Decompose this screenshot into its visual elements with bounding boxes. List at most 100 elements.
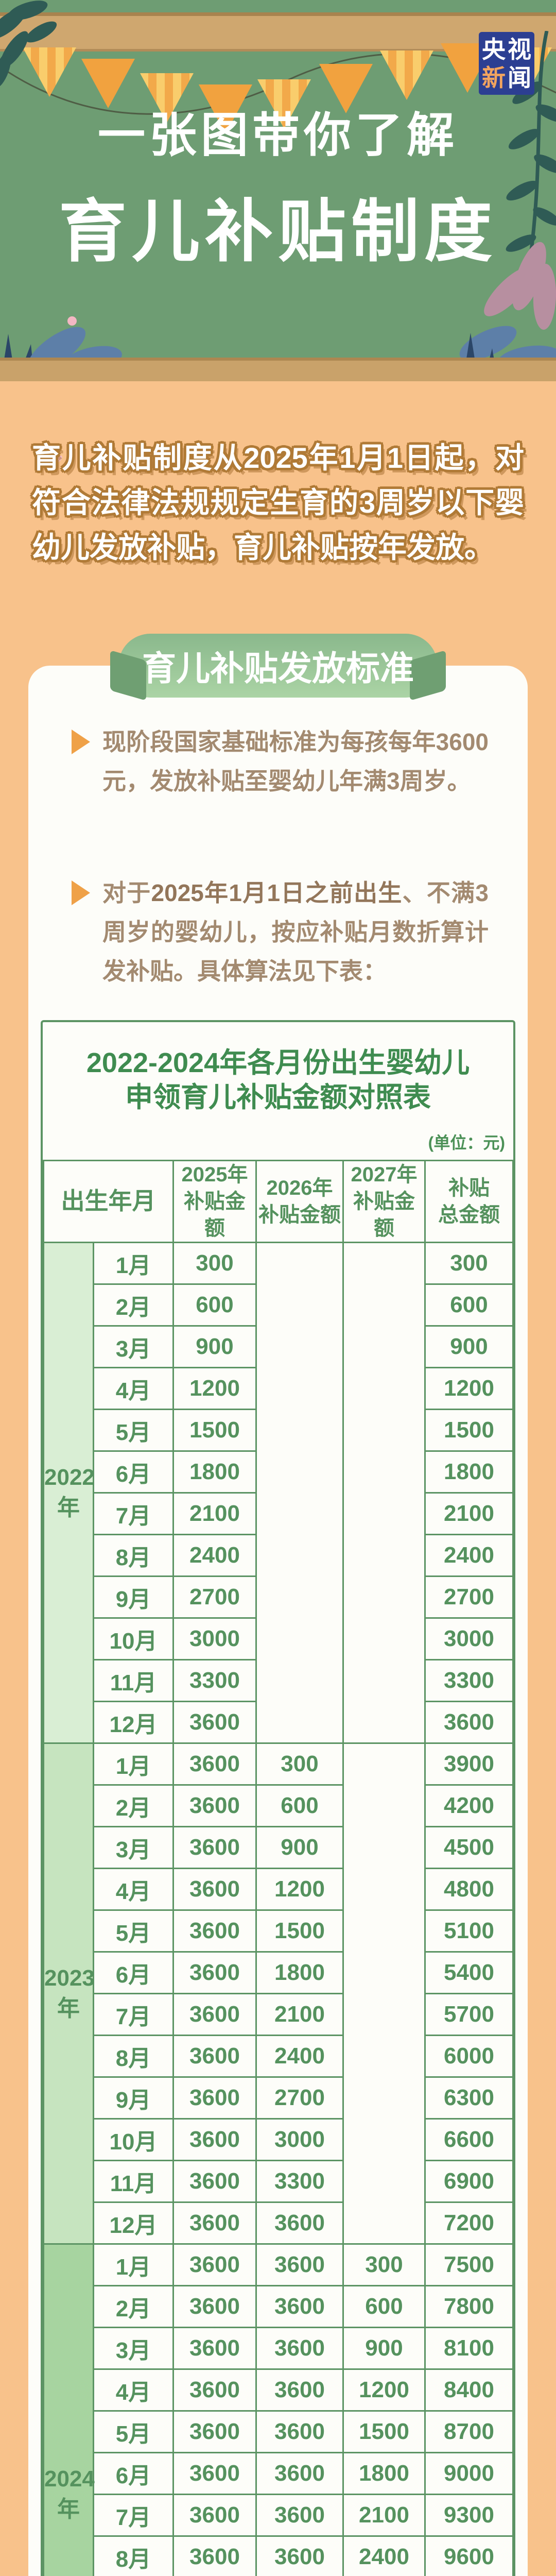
arrow-marker-icon: [72, 730, 90, 754]
total-cell: 8700: [424, 2410, 514, 2453]
table-row: 4月 3600 1200 4800: [44, 1867, 514, 1911]
total-cell: 3900: [424, 1742, 514, 1786]
subsidy-table: 出生年月 2025年 补贴金额 2026年 补贴金额 2027年 补贴金额 补贴…: [43, 1159, 514, 2576]
total-cell: 5100: [424, 1909, 514, 1953]
amount-cell: 600: [342, 2284, 426, 2328]
bullet-text-prefix: 对于: [102, 879, 151, 906]
amount-cell: 3600: [172, 1867, 257, 1911]
month-cell: 4月: [93, 1867, 174, 1911]
total-cell: 6300: [424, 2076, 514, 2120]
total-cell: 6900: [424, 2159, 514, 2203]
amount-cell: 2100: [342, 2493, 426, 2537]
table-row: 7月 2100 2100: [44, 1492, 514, 1535]
leaf-decoration-right-branch: [506, 31, 556, 274]
column-header-2027: 2027年 补贴金额: [342, 1159, 426, 1243]
month-cell: 6月: [93, 2451, 174, 2495]
amount-cell: 3600: [172, 2410, 257, 2453]
amount-cell: 3600: [172, 2368, 257, 2412]
arrow-marker-icon: [72, 880, 90, 905]
table-row: 2月 600 600: [44, 1283, 514, 1327]
month-cell: 5月: [93, 1408, 174, 1452]
table-title-line1: 2022-2024年各月份出生婴幼儿: [86, 1047, 470, 1078]
month-cell: 3月: [93, 2326, 174, 2370]
logo-char: 新: [482, 64, 506, 91]
amount-cell: 1200: [255, 1867, 344, 1911]
month-cell: 9月: [93, 2076, 174, 2120]
table-row: 12月 3600 3600: [44, 1700, 514, 1744]
bullet-text-bold: 2025年1月1日之前出生: [151, 879, 403, 906]
month-cell: 2月: [93, 1784, 174, 1827]
table-row: 5月 3600 3600 1500 8700: [44, 2410, 514, 2453]
month-cell: 1月: [93, 2243, 174, 2286]
amount-cell: 3600: [255, 2451, 344, 2495]
amount-cell: 300: [255, 1742, 344, 1786]
bullet-proration-rule: 对于2025年1月1日之前出生、不满3周岁的婴幼儿，按应补贴月数折算计发补贴。具…: [28, 873, 528, 991]
amount-cell: 3600: [172, 1909, 257, 1953]
page-title: 一张图带你了解 育儿补贴制度: [0, 97, 556, 275]
amount-cell: 3600: [172, 1951, 257, 1994]
total-cell: 4200: [424, 1784, 514, 1827]
amount-cell: 600: [255, 1784, 344, 1827]
amount-cell: 3600: [172, 2117, 257, 2161]
amount-cell: 1200: [342, 2368, 426, 2412]
year-cell: 2023 年: [43, 1742, 95, 2245]
table-row: 2月 3600 600 4200: [44, 1784, 514, 1827]
table-row: 5月 3600 1500 5100: [44, 1909, 514, 1953]
amount-cell: 900: [172, 1325, 257, 1368]
amount-cell: 3300: [172, 1658, 257, 1702]
amount-cell: 2700: [255, 2076, 344, 2120]
month-cell: 1月: [93, 1241, 174, 1285]
amount-cell: 3600: [255, 2368, 344, 2412]
amount-cell: 3600: [172, 2034, 257, 2078]
total-cell: 1800: [424, 1450, 514, 1494]
blank-cell: [342, 1241, 426, 1744]
month-cell: 10月: [93, 1617, 174, 1660]
amount-cell: 2400: [255, 2034, 344, 2078]
table-row: 12月 3600 3600 7200: [44, 2201, 514, 2245]
table-row: 6月 1800 1800: [44, 1450, 514, 1494]
table-row: 2023 年 1月 3600 300 3900: [43, 1742, 514, 2245]
column-header-birth: 出生年月: [43, 1159, 174, 1243]
page-title-line2: 育儿补贴制度: [59, 194, 497, 269]
amount-cell: 3600: [172, 2451, 257, 2495]
amount-cell: 3600: [255, 2410, 344, 2453]
section-banner-standard: 育儿补贴发放标准: [118, 634, 438, 698]
total-cell: 3000: [424, 1617, 514, 1660]
amount-cell: 1500: [172, 1408, 257, 1452]
amount-cell: 3600: [172, 2243, 257, 2286]
table-row: 4月 3600 3600 1200 8400: [44, 2368, 514, 2412]
amount-cell: 3600: [255, 2201, 344, 2245]
ground-strip: [0, 358, 556, 381]
table-unit-label: (单位：元): [428, 1133, 505, 1152]
total-cell: 900: [424, 1325, 514, 1368]
table-row: 3月 3600 3600 900 8100: [44, 2326, 514, 2370]
amount-cell: 2100: [172, 1492, 257, 1535]
amount-cell: 3600: [172, 1700, 257, 1744]
month-cell: 5月: [93, 2410, 174, 2453]
table-row: 3月 900 900: [44, 1325, 514, 1368]
amount-cell: 2400: [342, 2535, 426, 2576]
month-cell: 7月: [93, 1992, 174, 2036]
amount-cell: 2700: [172, 1575, 257, 1619]
table-row: 3月 3600 900 4500: [44, 1825, 514, 1869]
logo-char: 央: [482, 36, 506, 63]
table-row: 11月 3300 3300: [44, 1658, 514, 1702]
logo-char: 视: [508, 36, 531, 63]
total-cell: 2700: [424, 1575, 514, 1619]
total-cell: 9600: [424, 2535, 514, 2576]
table-row: 11月 3600 3300 6900: [44, 2159, 514, 2203]
total-cell: 9000: [424, 2451, 514, 2495]
month-cell: 5月: [93, 1909, 174, 1953]
table-row: 2月 3600 3600 600 7800: [44, 2284, 514, 2328]
total-cell: 8100: [424, 2326, 514, 2370]
table-row: 4月 1200 1200: [44, 1366, 514, 1410]
total-cell: 4500: [424, 1825, 514, 1869]
amount-cell: 3600: [172, 2326, 257, 2370]
month-cell: 3月: [93, 1825, 174, 1869]
year-cell: 2024 年: [43, 2243, 95, 2576]
total-cell: 3600: [424, 1700, 514, 1744]
leaf-decoration-top-left: [0, 1, 57, 88]
total-cell: 1200: [424, 1366, 514, 1410]
amount-cell: 3600: [255, 2326, 344, 2370]
blank-cell: [255, 1241, 344, 1744]
